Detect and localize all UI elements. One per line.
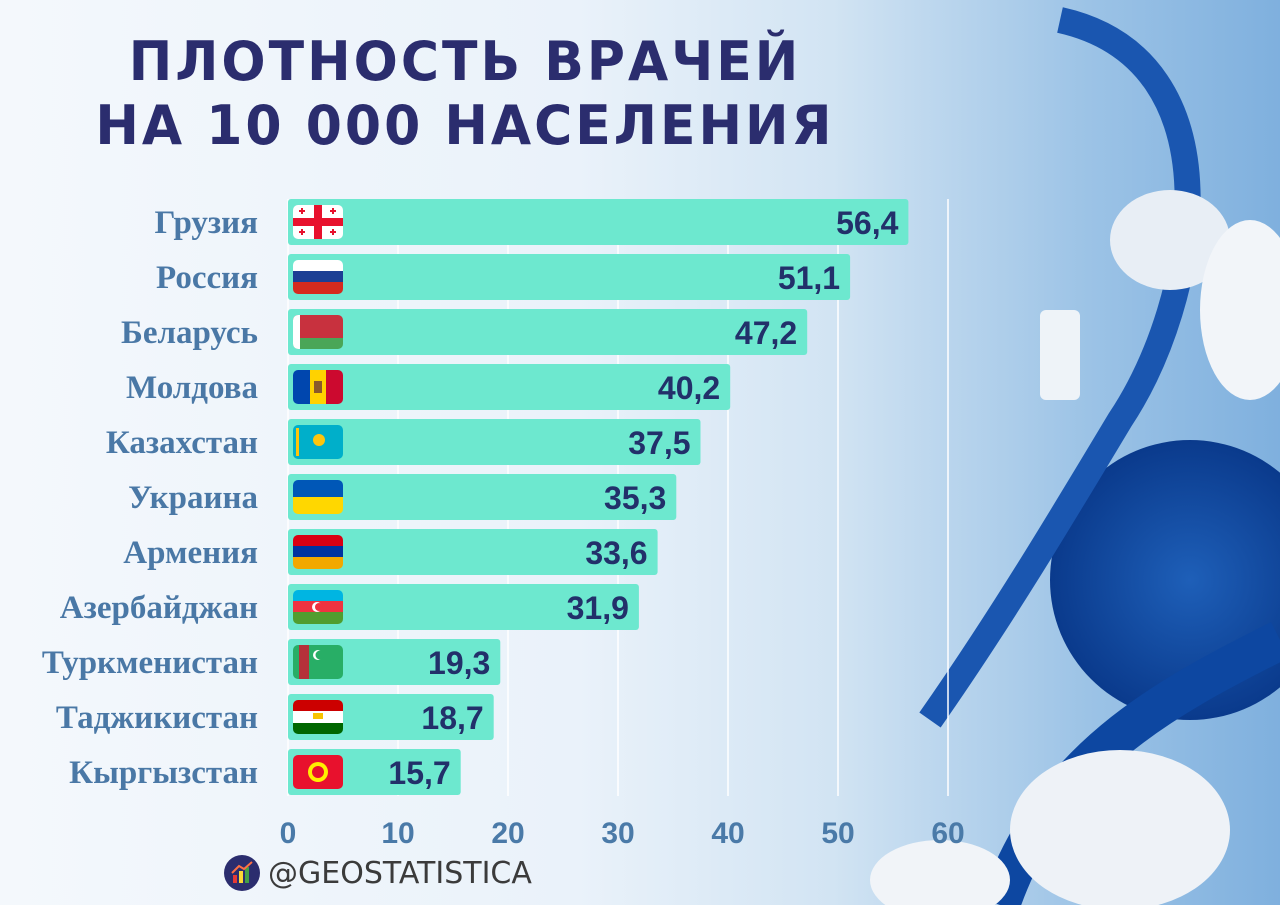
- flag-body: [293, 480, 343, 514]
- belarus-flag-icon: [293, 315, 343, 349]
- x-tick-label: 50: [821, 817, 854, 850]
- flag-body: [293, 425, 343, 459]
- value-label: 31,9: [567, 590, 629, 626]
- category-label: Россия: [156, 260, 258, 296]
- x-tick-label: 40: [711, 817, 744, 850]
- flag-stripe: [293, 700, 343, 711]
- brand-handle: @GEOSTATISTICA: [268, 855, 532, 891]
- flag-body: [293, 535, 343, 569]
- flag-stripe: [293, 370, 310, 404]
- moldova-flag-icon: [293, 370, 343, 404]
- x-tick-label: 10: [381, 817, 414, 850]
- flag-stripe: [293, 315, 300, 349]
- flag-stripe: [293, 338, 343, 349]
- ukraine-flag-icon: [293, 480, 343, 514]
- bar-russia: [288, 254, 851, 300]
- category-label: Казахстан: [106, 425, 258, 461]
- value-label: 33,6: [585, 535, 647, 571]
- category-label: Кыргызстан: [69, 755, 258, 791]
- flag-stripe: [301, 208, 303, 214]
- brand: @GEOSTATISTICA: [224, 855, 532, 891]
- tajikistan-flag-icon: [293, 700, 343, 734]
- flag-stripe: [293, 723, 343, 734]
- flag-stripe: [293, 260, 343, 272]
- georgia-flag-icon: [293, 205, 343, 239]
- flag-stripe: [293, 282, 343, 294]
- flag-stripe: [313, 713, 323, 719]
- flag-stripe: [301, 229, 303, 235]
- category-label: Армения: [123, 535, 258, 571]
- kazakhstan-flag-icon: [293, 425, 343, 459]
- flag-body: [293, 755, 343, 789]
- bar-moldova: [288, 364, 731, 410]
- kyrgyzstan-flag-icon: [293, 755, 343, 789]
- azerbaijan-flag-icon: [293, 590, 343, 624]
- turkmenistan-flag-icon: [293, 645, 343, 679]
- value-label: 15,7: [388, 755, 450, 791]
- flag-emblem: [315, 650, 325, 660]
- flag-stripe: [293, 546, 343, 558]
- flag-stripe: [293, 218, 343, 226]
- flag-body: [293, 700, 343, 734]
- bar-georgia: [288, 199, 909, 245]
- value-label: 56,4: [836, 205, 898, 241]
- x-tick-label: 60: [931, 817, 964, 850]
- x-tick-label: 30: [601, 817, 634, 850]
- x-tick-label: 0: [280, 817, 297, 850]
- bar-ukraine: [288, 474, 677, 520]
- flag-stripe: [293, 557, 343, 569]
- flag-body: [293, 590, 343, 624]
- value-label: 35,3: [604, 480, 666, 516]
- category-label: Грузия: [155, 205, 258, 241]
- value-label: 37,5: [628, 425, 690, 461]
- category-label: Украина: [128, 480, 258, 516]
- flag-stripe: [293, 271, 343, 283]
- category-label: Молдова: [126, 370, 258, 406]
- flag-body: [293, 260, 343, 294]
- flag-stripe: [293, 480, 343, 497]
- flag-emblem: [313, 434, 325, 446]
- value-label: 47,2: [735, 315, 797, 351]
- flag-body: [293, 370, 343, 404]
- flag-stripe: [296, 428, 299, 456]
- flag-body: [293, 645, 343, 679]
- flag-stripe: [326, 370, 343, 404]
- title-line-2: НА 10 000 НАСЕЛЕНИЯ: [95, 94, 835, 158]
- title-line-1: ПЛОТНОСТЬ ВРАЧЕЙ: [128, 30, 802, 94]
- brand-logo-icon: [224, 855, 260, 891]
- flag-stripe: [293, 590, 343, 602]
- chart-title: ПЛОТНОСТЬ ВРАЧЕЙ НА 10 000 НАСЕЛЕНИЯ: [60, 30, 870, 158]
- flag-emblem: [315, 603, 323, 611]
- flag-body: [293, 315, 343, 349]
- flag-stripe: [299, 645, 309, 679]
- flag-stripe: [332, 229, 334, 235]
- russia-flag-icon: [293, 260, 343, 294]
- flag-stripe: [293, 315, 343, 338]
- bar-belarus: [288, 309, 808, 355]
- flag-body: [293, 205, 343, 239]
- flag-stripe: [314, 381, 322, 393]
- category-label: Азербайджан: [60, 590, 258, 626]
- x-tick-label: 20: [491, 817, 524, 850]
- flag-stripe: [293, 535, 343, 547]
- value-label: 51,1: [778, 260, 840, 296]
- bar-kazakhstan: [288, 419, 701, 465]
- value-label: 19,3: [428, 645, 490, 681]
- armenia-flag-icon: [293, 535, 343, 569]
- flag-stripe: [293, 612, 343, 624]
- category-label: Туркменистан: [42, 645, 258, 681]
- flag-emblem: [312, 766, 324, 778]
- bar-azerbaijan: [288, 584, 639, 630]
- bar-armenia: [288, 529, 658, 575]
- category-label: Беларусь: [121, 315, 258, 351]
- flag-stripe: [293, 497, 343, 514]
- flag-stripe: [332, 208, 334, 214]
- value-label: 18,7: [421, 700, 483, 736]
- value-label: 40,2: [658, 370, 720, 406]
- category-label: Таджикистан: [56, 700, 258, 736]
